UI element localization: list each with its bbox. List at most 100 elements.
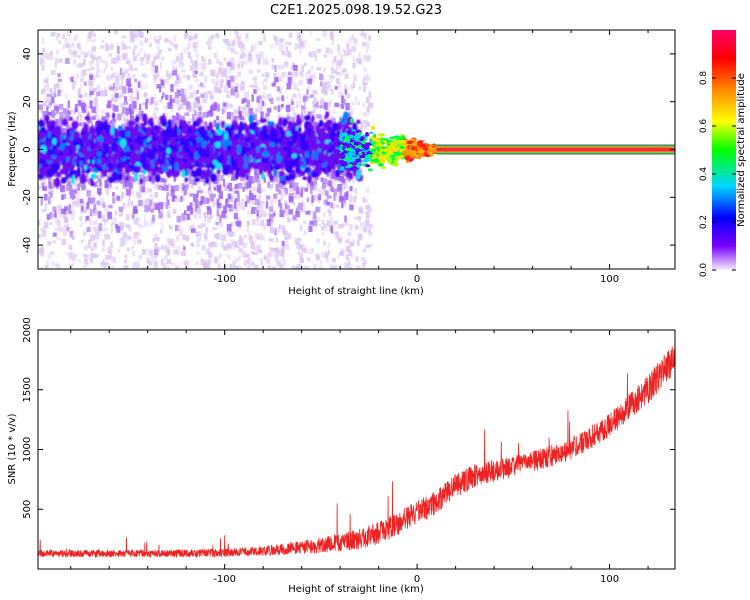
heatmap-cell [131,190,134,197]
heatmap-cell [300,187,304,191]
heatmap-cell [284,210,289,217]
heatmap-cell [59,117,64,126]
heatmap-cell [262,118,267,123]
heatmap-cell [273,35,276,40]
heatmap-cell [137,30,143,38]
heatmap-cell [237,41,243,48]
heatmap-cell [165,246,170,254]
heatmap-cell [275,184,280,192]
heatmap-cell [309,220,315,225]
heatmap-cell [88,239,92,244]
heatmap-cell [173,174,177,182]
heatmap-cell [67,45,72,52]
heatmap-cell [141,73,146,78]
heatmap-cell [153,78,157,85]
heatmap-cell [123,52,128,60]
heatmap-cell [291,202,296,206]
heatmap-cell [296,37,301,41]
heatmap-cell [265,107,269,113]
heatmap-cell [142,101,146,106]
heatmap-cell [212,227,217,231]
heatmap-cell [47,241,52,246]
heatmap-cell [129,103,132,110]
heatmap-cell [238,235,243,241]
heatmap-cell [323,178,328,184]
heatmap-cell [325,124,329,132]
heatmap-cell [89,100,93,109]
heatmap-cell [122,55,126,60]
heatmap-cell [176,54,180,60]
heatmap-cell [46,93,52,98]
heatmap-cell [308,181,311,188]
heatmap-cell [40,249,45,257]
heatmap-cell [281,123,284,128]
heatmap-cell [248,108,253,115]
heatmap-cell [92,253,96,259]
heatmap-cell [88,80,93,86]
heatmap-cell [78,62,84,68]
heatmap-cell [348,264,353,269]
heatmap-cell [122,232,127,239]
heatmap-cell [79,202,83,208]
heatmap-cell [271,64,275,70]
heatmap-cell [238,110,242,118]
heatmap-cell [61,118,68,126]
heatmap-cell [140,60,144,67]
heatmap-cell [215,221,219,226]
figure-title: C2E1.2025.098.19.52.G23 [270,3,442,18]
heatmap-cell [244,201,248,207]
heatmap-cell [147,249,152,256]
heatmap-cell [183,33,187,40]
heatmap-cell [190,184,194,189]
heatmap-cell [62,43,65,50]
heatmap-cell [261,79,264,86]
heatmap-cell [244,182,249,189]
heatmap-cell [277,114,281,118]
heatmap-cell [338,91,343,98]
heatmap-cell [189,34,193,40]
heatmap-cell [79,78,84,83]
heatmap-cell [289,182,294,189]
heatmap-cell [72,235,75,241]
heatmap-cell [167,39,173,44]
heatmap-cell [242,97,247,103]
heatmap-cell [142,113,148,123]
heatmap-cell [155,72,160,79]
heatmap-cell [126,78,131,87]
heatmap-cell [55,110,60,114]
heatmap-cell [111,94,117,102]
heatmap-cell [320,98,325,105]
heatmap-cell [262,60,266,65]
heatmap-cell [129,109,134,115]
heatmap-cell [46,202,51,206]
heatmap-cell [222,245,226,251]
heatmap-cell [58,174,63,178]
heatmap-cell [199,71,204,77]
heatmap-cell [365,215,370,220]
heatmap-cell [50,31,56,37]
heatmap-cell [77,99,82,107]
heatmap-cell [50,96,55,104]
heatmap-cell [200,223,206,228]
heatmap-cell [340,223,345,228]
heatmap-cell [266,218,272,227]
heatmap-cell [224,57,227,62]
heatmap-cell [110,43,114,48]
heatmap-cell [209,91,214,98]
heatmap-cell [93,87,98,92]
heatmap-cell [129,115,135,123]
heatmap-cell [73,59,77,65]
heatmap-cell [312,186,318,191]
heatmap-cell [133,30,136,36]
heatmap-cell [91,164,95,173]
heatmap-cell [257,86,260,92]
heatmap-cell [103,87,107,92]
heatmap-cell [226,223,232,232]
heatmap-cell [292,64,298,71]
heatmap-cell [314,103,318,107]
heatmap-cell [354,225,359,230]
heatmap-cell [49,193,53,198]
heatmap-cell [200,109,203,114]
heatmap-cell [355,257,359,263]
heatmap-cell [131,38,135,42]
